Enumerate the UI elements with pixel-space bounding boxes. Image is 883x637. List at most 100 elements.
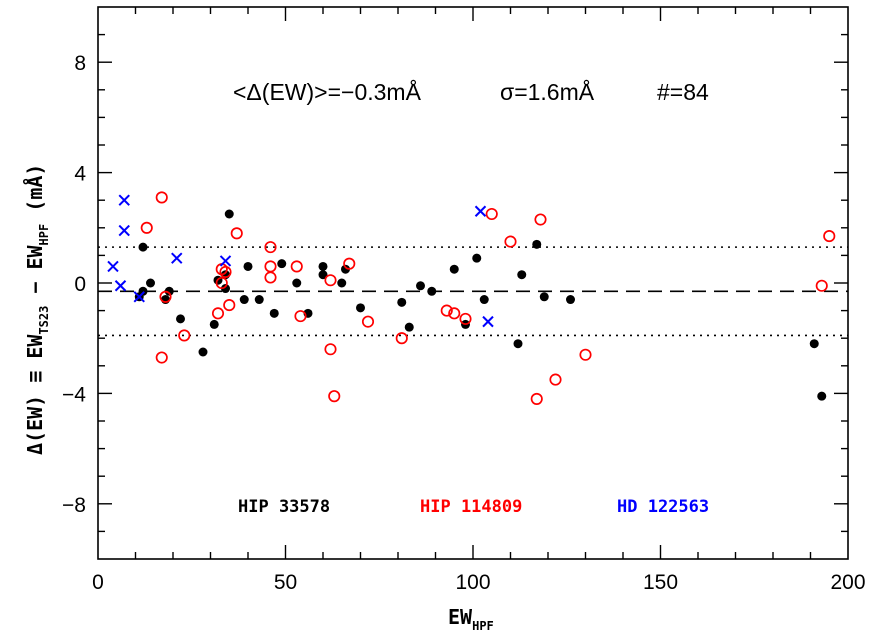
data-point — [440, 304, 453, 317]
data-point — [404, 322, 414, 332]
data-point — [164, 286, 174, 296]
data-point — [823, 230, 836, 243]
data-point — [530, 392, 543, 405]
data-point — [482, 315, 494, 328]
data-point — [114, 280, 127, 292]
data-point — [356, 303, 365, 313]
y-tick-label: 4 — [74, 163, 86, 186]
data-point — [146, 278, 155, 288]
data-point — [219, 265, 232, 279]
data-point — [318, 270, 328, 280]
data-point — [472, 253, 482, 263]
data-point — [532, 239, 542, 249]
count-annotation: #=84 — [657, 79, 709, 105]
data-point — [243, 261, 253, 271]
y-axis-label-main: Δ(EW) ≡ EW — [23, 334, 47, 455]
data-point — [198, 347, 208, 357]
data-point — [361, 315, 375, 328]
data-point — [337, 278, 347, 288]
data-point — [539, 292, 549, 302]
data-point — [324, 343, 337, 356]
x-tick-label: 200 — [830, 571, 865, 594]
series-hd-122563 — [107, 194, 494, 328]
data-point — [395, 332, 408, 345]
data-point — [809, 339, 819, 349]
data-point — [479, 295, 489, 305]
x-axis-label-sub: HPF — [472, 619, 494, 633]
data-point — [230, 227, 243, 240]
data-point — [397, 297, 407, 307]
x-axis-label: EWHPF — [448, 605, 494, 633]
data-point — [155, 191, 168, 204]
legend-hd122563: HD 122563 — [617, 497, 709, 517]
data-point — [118, 224, 130, 237]
data-point — [224, 209, 234, 219]
data-point — [178, 329, 191, 342]
x-tick-label: 150 — [643, 571, 678, 594]
y-axis-label-mid: − EW — [23, 245, 47, 306]
data-point — [324, 274, 337, 287]
data-point — [566, 295, 575, 305]
data-point — [176, 314, 185, 324]
x-tick-label: 50 — [274, 571, 297, 594]
data-point — [294, 310, 307, 323]
data-point — [449, 264, 459, 274]
data-point — [221, 284, 230, 294]
series-hip-33578 — [134, 209, 827, 401]
data-point — [269, 308, 279, 318]
data-point — [427, 286, 437, 296]
y-axis-label-end: (mÅ) — [23, 164, 47, 224]
x-tick-label: 0 — [92, 571, 104, 594]
legend-hip114809: HIP 114809 — [420, 497, 522, 517]
data-point — [416, 281, 425, 291]
y-axis-label: Δ(EW) ≡ EWTS23 − EWHPF (mÅ) — [23, 164, 51, 455]
data-points — [107, 191, 836, 405]
axis-ticks: 0 50 100 150 200 −8 −4 0 4 8 — [62, 7, 866, 594]
data-point — [155, 351, 168, 364]
data-point — [219, 255, 232, 267]
data-point — [817, 391, 827, 401]
y-tick-label: −8 — [62, 494, 86, 517]
y-tick-label: −4 — [62, 383, 86, 406]
data-point — [223, 299, 236, 312]
data-point — [513, 339, 523, 349]
data-point — [328, 390, 341, 403]
sigma-annotation: σ=1.6mÅ — [500, 78, 595, 105]
data-point — [264, 271, 277, 284]
data-point — [517, 270, 527, 280]
reference-lines — [98, 246, 848, 337]
data-point — [209, 319, 219, 329]
data-point — [254, 295, 264, 305]
data-point — [211, 307, 225, 320]
legend-hip33578: HIP 33578 — [238, 497, 330, 517]
data-point — [343, 257, 356, 270]
y-axis-label-sub2: HPF — [37, 224, 51, 246]
data-point — [459, 312, 472, 325]
y-tick-label: 0 — [74, 273, 86, 296]
data-point — [534, 213, 547, 226]
data-point — [215, 276, 228, 290]
data-point — [107, 260, 119, 273]
mean-annotation: <Δ(EW)>=−0.3mÅ — [233, 78, 422, 105]
data-point — [264, 260, 277, 273]
y-axis-label-sub1: TS23 — [37, 306, 51, 335]
data-point — [140, 221, 153, 234]
data-point — [485, 207, 498, 221]
data-point — [264, 241, 277, 254]
data-point — [504, 235, 517, 248]
plot-border — [97, 6, 849, 560]
data-point — [341, 264, 350, 274]
data-point — [318, 261, 328, 271]
data-point — [277, 259, 287, 269]
data-point — [549, 373, 562, 386]
data-point — [474, 205, 487, 217]
plot-frame — [97, 6, 849, 560]
data-point — [138, 242, 148, 252]
series-hip-114809 — [140, 191, 836, 405]
data-point — [138, 286, 148, 296]
data-point — [171, 252, 183, 264]
data-point — [133, 291, 145, 303]
y-tick-label: 8 — [74, 52, 86, 75]
x-tick-label: 100 — [455, 571, 490, 594]
